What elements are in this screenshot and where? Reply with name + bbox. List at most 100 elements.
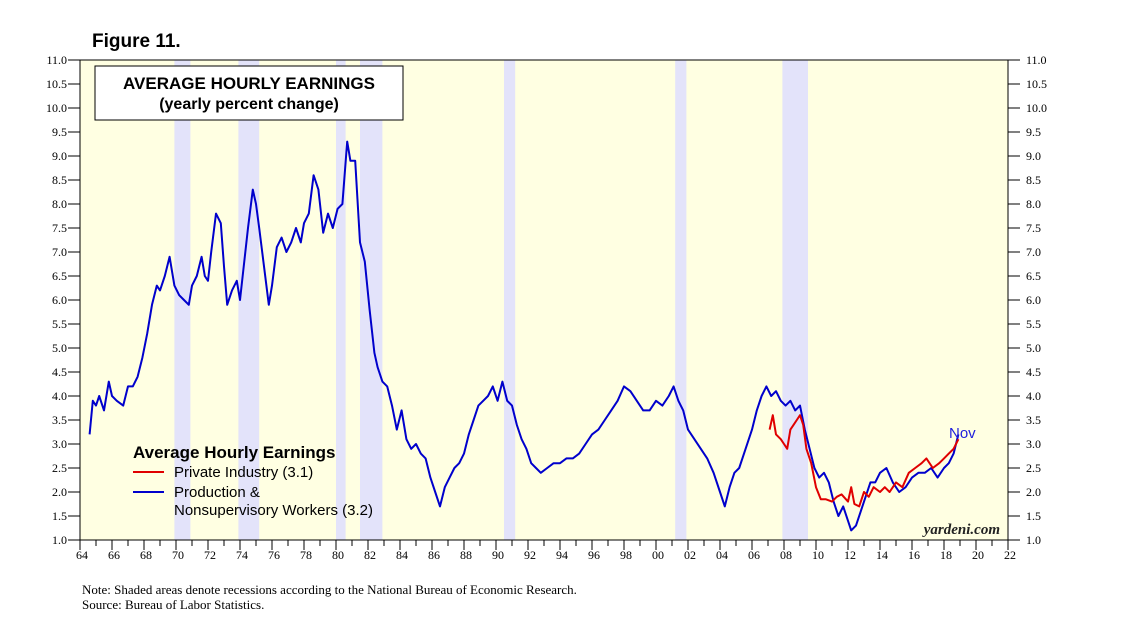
y-tick-label-right: 8.0 — [1026, 197, 1041, 211]
figure-label: Figure 11. — [92, 31, 181, 52]
recession-band — [174, 60, 191, 540]
x-tick-label: 98 — [620, 548, 632, 562]
x-tick-label: 22 — [1004, 548, 1016, 562]
y-tick-label-left: 3.5 — [52, 413, 67, 427]
y-tick-label-left: 10.5 — [46, 77, 67, 91]
recession-band — [782, 60, 808, 540]
x-tick-label: 00 — [652, 548, 664, 562]
y-tick-label-right: 4.0 — [1026, 389, 1041, 403]
x-tick-label: 88 — [460, 548, 472, 562]
recession-band — [238, 60, 260, 540]
series-end-label: Nov — [949, 425, 976, 442]
y-tick-label-left: 4.0 — [52, 389, 67, 403]
x-tick-label: 06 — [748, 548, 760, 562]
x-tick-label: 18 — [940, 548, 952, 562]
x-tick-label: 92 — [524, 548, 536, 562]
x-tick-label: 68 — [140, 548, 152, 562]
x-tick-label: 90 — [492, 548, 504, 562]
x-tick-label: 64 — [76, 548, 88, 562]
y-tick-label-right: 9.0 — [1026, 149, 1041, 163]
legend: Average Hourly Earnings Private Industry… — [133, 443, 373, 519]
y-tick-label-left: 8.5 — [52, 173, 67, 187]
y-tick-label-right: 6.5 — [1026, 269, 1041, 283]
y-tick-label-left: 11.0 — [46, 53, 67, 67]
x-tick-label: 96 — [588, 548, 600, 562]
y-tick-label-right: 2.0 — [1026, 485, 1041, 499]
y-tick-label-left: 10.0 — [46, 101, 67, 115]
y-tick-label-right: 9.5 — [1026, 125, 1041, 139]
y-tick-label-left: 7.5 — [52, 221, 67, 235]
x-tick-label: 16 — [908, 548, 920, 562]
y-tick-label-left: 6.5 — [52, 269, 67, 283]
axis-ticks: 1.0 1.0 1.5 1.5 2.0 2.0 2.5 2.5 3.0 3.0 3.5 3.5 4.0 4… — [46, 53, 1047, 562]
y-tick-label-left: 2.5 — [52, 461, 67, 475]
recession-note: Note: Shaded areas denote recessions acc… — [82, 582, 577, 597]
series-line-private-industry — [768, 414, 960, 508]
y-tick-label-left: 7.0 — [52, 245, 67, 259]
x-tick-label: 02 — [684, 548, 696, 562]
y-tick-label-right: 7.5 — [1026, 221, 1041, 235]
title-box: AVERAGE HOURLY EARNINGS (yearly percent … — [94, 65, 404, 121]
x-tick-label: 74 — [236, 548, 248, 562]
y-tick-label-left: 3.0 — [52, 437, 67, 451]
series-lines — [88, 140, 960, 532]
y-tick-label-right: 3.5 — [1026, 413, 1041, 427]
y-tick-label-left: 9.0 — [52, 149, 67, 163]
legend-label-production: Production & Nonsupervisory Workers (3.2) — [174, 484, 373, 519]
watermark: yardeni.com — [922, 522, 1000, 538]
x-tick-label: 70 — [172, 548, 184, 562]
y-tick-label-right: 10.5 — [1026, 77, 1047, 91]
y-tick-label-left: 5.0 — [52, 341, 67, 355]
y-tick-label-right: 5.0 — [1026, 341, 1041, 355]
y-tick-label-right: 1.5 — [1026, 509, 1041, 523]
x-tick-label: 82 — [364, 548, 376, 562]
y-tick-label-left: 2.0 — [52, 485, 67, 499]
y-tick-label-left: 9.5 — [52, 125, 67, 139]
y-tick-label-right: 1.0 — [1026, 533, 1041, 547]
plot-frame — [79, 59, 1009, 541]
y-tick-label-right: 5.5 — [1026, 317, 1041, 331]
chart-subtitle: (yearly percent change) — [159, 96, 339, 113]
y-tick-label-left: 1.5 — [52, 509, 67, 523]
recession-bands — [174, 60, 808, 540]
y-tick-label-right: 3.0 — [1026, 437, 1041, 451]
legend-label-production-line2: Nonsupervisory Workers (3.2) — [174, 502, 373, 519]
recession-band — [360, 60, 383, 540]
y-tick-label-left: 1.0 — [52, 533, 67, 547]
y-tick-label-right: 2.5 — [1026, 461, 1041, 475]
x-tick-label: 08 — [780, 548, 792, 562]
y-tick-label-left: 6.0 — [52, 293, 67, 307]
plot-background — [80, 60, 1008, 540]
x-tick-label: 86 — [428, 548, 440, 562]
y-tick-label-right: 7.0 — [1026, 245, 1041, 259]
chart-title: AVERAGE HOURLY EARNINGS — [123, 74, 375, 93]
y-tick-label-right: 4.5 — [1026, 365, 1041, 379]
y-tick-label-right: 10.0 — [1026, 101, 1047, 115]
x-tick-label: 94 — [556, 548, 568, 562]
recession-band — [675, 60, 687, 540]
x-tick-label: 04 — [716, 548, 728, 562]
recession-band — [504, 60, 516, 540]
y-tick-label-right: 8.5 — [1026, 173, 1041, 187]
x-tick-label: 14 — [876, 548, 888, 562]
legend-label-production-line1: Production & — [174, 484, 260, 501]
x-tick-label: 12 — [844, 548, 856, 562]
source-note: Source: Bureau of Labor Statistics. — [82, 597, 265, 612]
x-tick-label: 76 — [268, 548, 280, 562]
x-tick-label: 10 — [812, 548, 824, 562]
x-tick-label: 78 — [300, 548, 312, 562]
y-tick-label-left: 5.5 — [52, 317, 67, 331]
legend-label-private: Private Industry (3.1) — [174, 464, 313, 481]
y-tick-label-right: 11.0 — [1026, 53, 1047, 67]
x-tick-label: 66 — [108, 548, 120, 562]
x-tick-label: 72 — [204, 548, 216, 562]
y-tick-label-right: 6.0 — [1026, 293, 1041, 307]
legend-title: Average Hourly Earnings — [133, 443, 336, 462]
y-tick-label-left: 8.0 — [52, 197, 67, 211]
x-tick-label: 20 — [972, 548, 984, 562]
x-tick-label: 80 — [332, 548, 344, 562]
x-tick-label: 84 — [396, 548, 408, 562]
recession-band — [336, 60, 346, 540]
y-tick-label-left: 4.5 — [52, 365, 67, 379]
